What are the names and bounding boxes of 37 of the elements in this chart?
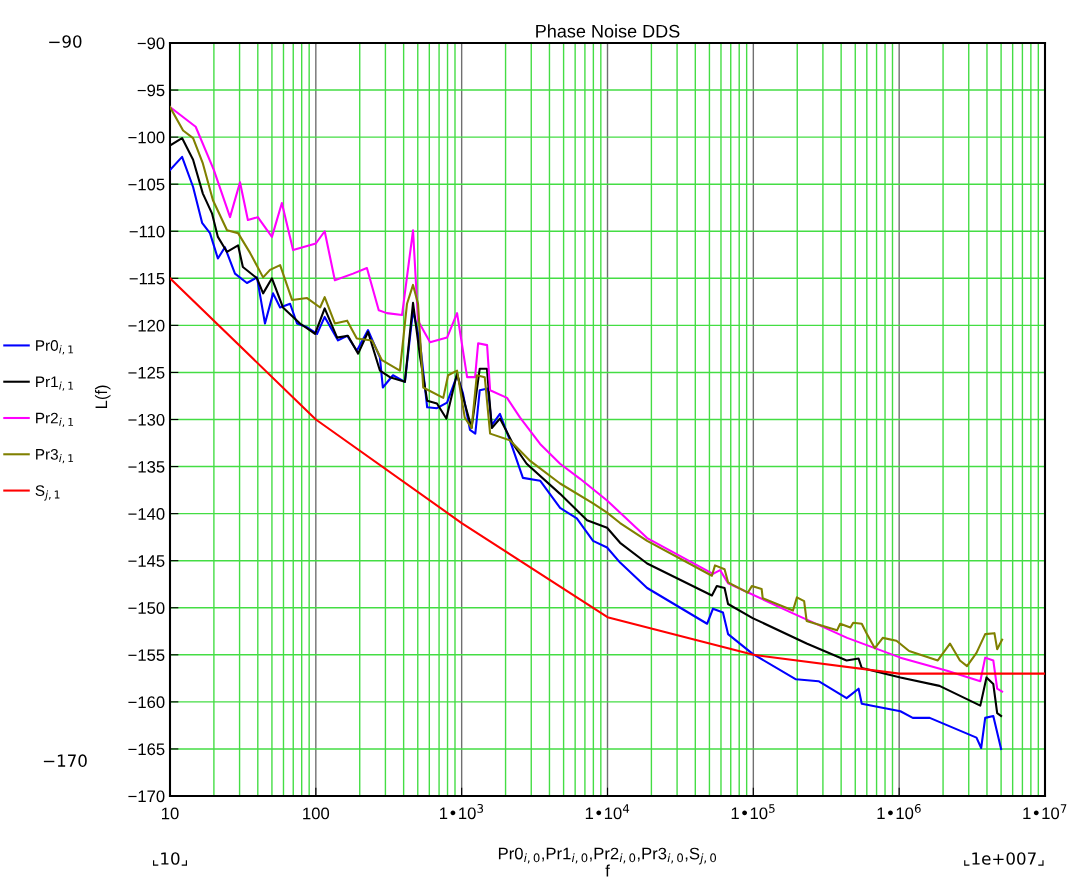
y-tick-label: −115: [129, 272, 165, 285]
x-tick-label: 1•10$^{3}$: [440, 804, 484, 820]
legend-label: Pr1$_{i,1}$: [36, 376, 74, 391]
y-tick-label: −130: [128, 413, 165, 426]
y-tick-label: −110: [129, 225, 165, 238]
y-tick-label: −155: [128, 649, 165, 662]
y-tick-label: −145: [128, 555, 165, 567]
legend-label: Pr3$_{i,1}$: [36, 448, 74, 464]
x-tick-label: 10: [162, 807, 179, 820]
legend-label: S$_{j,1}$: [35, 485, 60, 501]
legend-label: Pr2$_{i,1}$: [36, 412, 74, 428]
line-series: [170, 277, 1045, 675]
text: −90: [49, 35, 82, 48]
x-tick-label: 1•10$^{4}$: [585, 804, 630, 820]
chart-title: Phase Noise DDS: [536, 24, 680, 38]
y-tick-label: −105: [128, 178, 165, 191]
y-axis-title: L(f): [94, 385, 111, 409]
text: ⌞10⌟: [153, 852, 187, 866]
legend-label: Pr0$_{i,1}$: [36, 340, 74, 355]
y-tick-label: −135: [128, 460, 165, 473]
y-tick-label: −100: [128, 131, 165, 144]
y-tick-label: −90: [137, 37, 165, 50]
y-tick-label: −165: [128, 743, 165, 756]
x-tick-label: 1•10$^{6}$: [877, 804, 921, 820]
x-tick-label: 1•10$^{5}$: [731, 804, 775, 820]
y-tick-label: −160: [128, 696, 165, 709]
text: ⌞1e+007⌟: [964, 852, 1044, 866]
y-tick-label: −125: [128, 366, 165, 379]
y-tick-label: −120: [128, 319, 165, 332]
y-tick-label: −140: [128, 508, 165, 520]
text: −170: [43, 754, 87, 767]
y-tick-label: −170: [128, 790, 165, 803]
text: Pr0$_{i,0}$,Pr1$_{i,0}$,Pr2$_{i,0}$,Pr3$_{i,0}$,S$_{j,0}$ f: [498, 847, 717, 877]
y-tick-label: −95: [137, 84, 165, 97]
x-tick-label: 1•10$^{7}$: [1023, 804, 1067, 820]
y-tick-label: −150: [128, 602, 165, 614]
x-tick-label: 100: [303, 807, 330, 820]
